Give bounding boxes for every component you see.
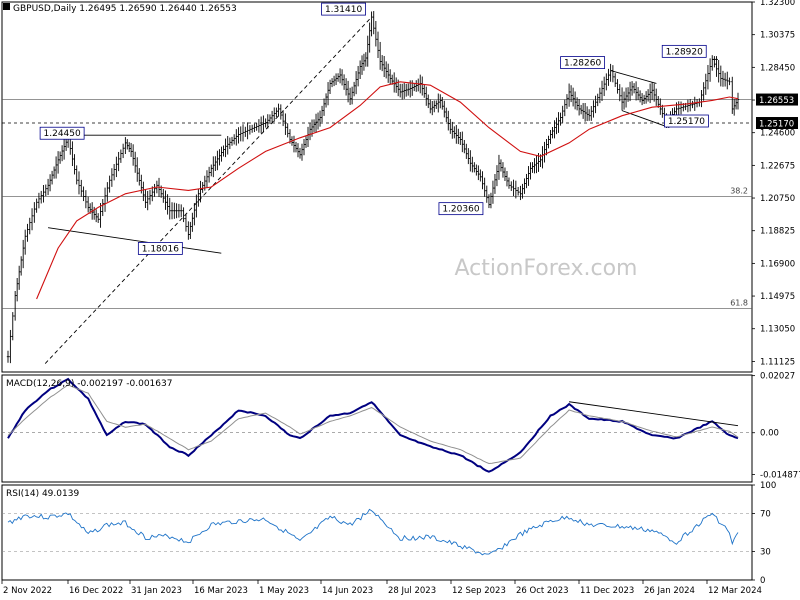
x-axis-tick-label: 28 Jul 2023 [388, 586, 436, 596]
level-label-text: 1.20360 [442, 205, 479, 215]
level-label-box [321, 2, 366, 16]
x-axis-tick-label: 14 Jun 2023 [322, 586, 373, 596]
level-label-box [137, 242, 183, 255]
x-axis-tick-label: 16 Mar 2023 [194, 586, 248, 596]
x-axis-tick-label: 12 Mar 2024 [708, 586, 762, 596]
y-axis-tick-label: 1.11125 [760, 357, 795, 367]
trendline [48, 227, 222, 254]
level-label-text: 1.18016 [142, 244, 179, 254]
x-axis-tick-label: 31 Jan 2023 [131, 586, 182, 596]
x-axis-tick-label: 26 Oct 2023 [516, 586, 569, 596]
y-axis-tick-label: 1.18825 [760, 227, 795, 237]
y-axis-tick-label: 1.20750 [760, 194, 795, 204]
rsi-y-tick-label: 100 [760, 481, 776, 491]
rsi-header-text: RSI(14) 49.0139 [6, 489, 79, 499]
level-label-text: 1.24450 [44, 129, 81, 139]
x-axis-tick-label: 16 Dec 2022 [69, 586, 123, 596]
y-axis-tick-label: 1.14975 [760, 292, 795, 302]
price-pane-frame [1, 1, 753, 373]
price-header-text: GBPUSD,Daily 1.26495 1.26590 1.26440 1.2… [13, 4, 237, 14]
y-axis-tick-label: 1.16900 [760, 259, 795, 269]
macd-main-line [7, 377, 739, 473]
price-tag-box [756, 93, 798, 106]
watermark-text: ActionForex.com [455, 256, 638, 281]
level-label-text: 1.28260 [564, 59, 601, 69]
y-axis-tick-label: 1.13050 [760, 325, 795, 335]
trendline [610, 70, 657, 84]
level-label-box [39, 126, 85, 140]
level-label: 1.25170 [664, 114, 709, 128]
y-axis-tick-label: 1.28450 [760, 63, 795, 73]
moving-average-line [36, 81, 739, 300]
level-label: 1.18016 [137, 242, 183, 255]
x-axis-tick-label: 26 Jan 2024 [644, 586, 695, 596]
level-label-box [438, 202, 484, 216]
level-label-box [661, 44, 707, 58]
price-tag-text: 1.26553 [759, 96, 794, 106]
y-axis-tick-label: 1.22675 [760, 161, 795, 171]
macd-signal-line [7, 384, 739, 465]
level-label-text: 1.25170 [668, 117, 705, 127]
ohlc-bars [6, 11, 740, 364]
trendline [44, 16, 372, 364]
level-label: 1.28260 [560, 56, 606, 69]
rsi-line [7, 508, 739, 556]
fibonacci-level-label: 38.2 [730, 186, 748, 195]
macd-y-tick-label: -0.014877 [760, 471, 800, 481]
price-header: GBPUSD,Daily 1.26495 1.26590 1.26440 1.2… [3, 3, 237, 14]
level-label: 1.20360 [438, 202, 484, 216]
x-axis-tick-label: 12 Sep 2023 [452, 586, 506, 596]
x-axis-tick-label: 2 Nov 2022 [3, 586, 52, 596]
price-tag-text: 1.25170 [759, 120, 794, 130]
y-axis-tick-label: 1.32300 [760, 0, 795, 8]
macd-y-tick-label: 0.02027 [760, 372, 795, 382]
level-label: 1.28920 [661, 44, 707, 58]
macd-header-text: MACD(12,26,9) -0.002197 -0.001637 [6, 379, 172, 389]
level-label-text: 1.31410 [325, 5, 362, 15]
level-label: 1.31410 [321, 2, 366, 16]
x-axis-tick-label: 1 May 2023 [259, 586, 309, 596]
y-axis-tick-label: 1.24600 [760, 129, 795, 139]
macd-trendline [569, 401, 739, 427]
level-label-box [664, 114, 709, 128]
symbol-marker-icon [3, 3, 10, 10]
level-label-box [560, 56, 606, 69]
price-tag: 1.25170 [756, 117, 798, 130]
rsi-y-tick-label: 70 [760, 510, 771, 520]
rsi-y-tick-label: 0 [760, 576, 765, 586]
rsi-pane: RSI(14) 49.0139 100 70 30 0 [1, 481, 776, 586]
rsi-y-tick-label: 30 [760, 548, 771, 558]
fibonacci-level-label: 61.8 [730, 298, 748, 307]
rsi-pane-frame [1, 484, 753, 581]
level-label-text: 1.28920 [666, 47, 703, 57]
y-axis-tick-label: 1.30375 [760, 31, 795, 41]
date-axis: 2 Nov 2022 16 Dec 2022 31 Jan 2023 16 Mar 2… [1, 580, 762, 596]
price-pane: 38.2 61.8 ActionForex.com 1.31410 1.28260 1.2… [1, 0, 798, 373]
macd-pane-frame [1, 374, 753, 483]
x-axis-tick-label: 11 Dec 2023 [580, 586, 634, 596]
level-label: 1.24450 [39, 126, 85, 140]
macd-y-tick-label: 0.00 [760, 429, 779, 439]
price-tag-box [756, 117, 798, 130]
macd-pane: MACD(12,26,9) -0.002197 -0.001637 0.02027… [1, 372, 800, 483]
price-tag: 1.26553 [756, 93, 798, 106]
